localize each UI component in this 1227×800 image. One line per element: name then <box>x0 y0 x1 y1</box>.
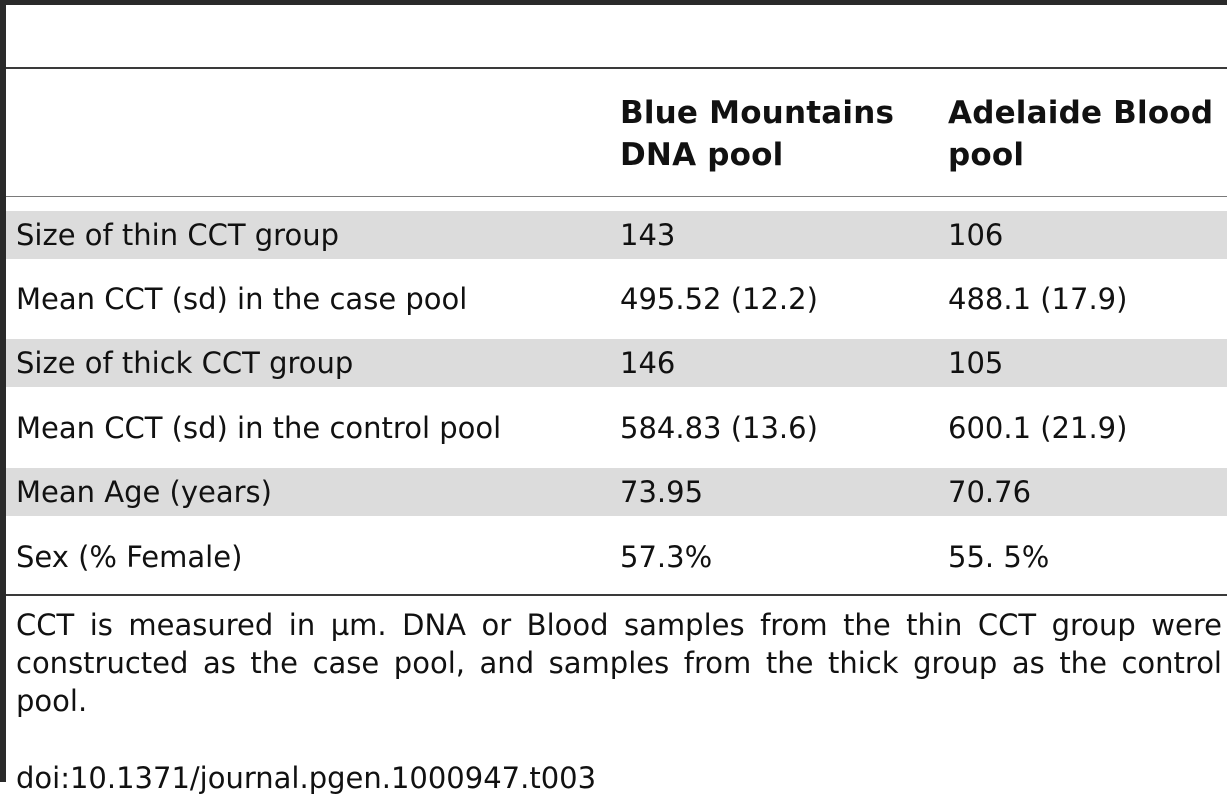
row-label: Mean CCT (sd) in the control pool <box>16 411 502 445</box>
blue-mountains-value: 143 <box>620 218 676 252</box>
table-row: Mean CCT (sd) in the case pool 495.52 (1… <box>6 275 1227 323</box>
table-bottom-rule <box>6 594 1227 596</box>
adelaide-value: 488.1 (17.9) <box>948 282 1128 316</box>
doi-link[interactable]: doi:10.1371/journal.pgen.1000947.t003 <box>16 761 597 795</box>
row-label: Size of thin CCT group <box>16 218 339 252</box>
blue-mountains-value: 146 <box>620 346 676 380</box>
table-row: Size of thick CCT group 146 105 <box>6 339 1227 387</box>
column-header-adelaide: Adelaide Blood pool <box>948 95 1214 173</box>
blue-mountains-value: 57.3% <box>620 540 713 574</box>
table-row: Mean Age (years) 73.95 70.76 <box>6 468 1227 516</box>
table-row: Sex (% Female) 57.3% 55. 5% <box>6 533 1227 581</box>
blue-mountains-value: 584.83 (13.6) <box>620 411 818 445</box>
row-label: Mean Age (years) <box>16 475 272 509</box>
row-label: Mean CCT (sd) in the case pool <box>16 282 468 316</box>
adelaide-value: 105 <box>948 346 1004 380</box>
table-row: Mean CCT (sd) in the control pool 584.83… <box>6 404 1227 452</box>
table-footnote: CCT is measured in µm. DNA or Blood samp… <box>16 608 1222 718</box>
adelaide-value: 55. 5% <box>948 540 1050 574</box>
adelaide-value: 106 <box>948 218 1004 252</box>
adelaide-value: 600.1 (21.9) <box>948 411 1128 445</box>
row-label: Size of thick CCT group <box>16 346 354 380</box>
header-top-rule <box>6 67 1227 69</box>
table-row: Size of thin CCT group 143 106 <box>6 211 1227 259</box>
blue-mountains-value: 495.52 (12.2) <box>620 282 818 316</box>
adelaide-value: 70.76 <box>948 475 1032 509</box>
header-bottom-rule <box>6 196 1227 197</box>
left-border <box>0 0 6 782</box>
row-label: Sex (% Female) <box>16 540 243 574</box>
column-header-blue-mountains: Blue Mountains DNA pool <box>620 95 895 173</box>
blue-mountains-value: 73.95 <box>620 475 704 509</box>
top-border <box>6 0 1227 5</box>
